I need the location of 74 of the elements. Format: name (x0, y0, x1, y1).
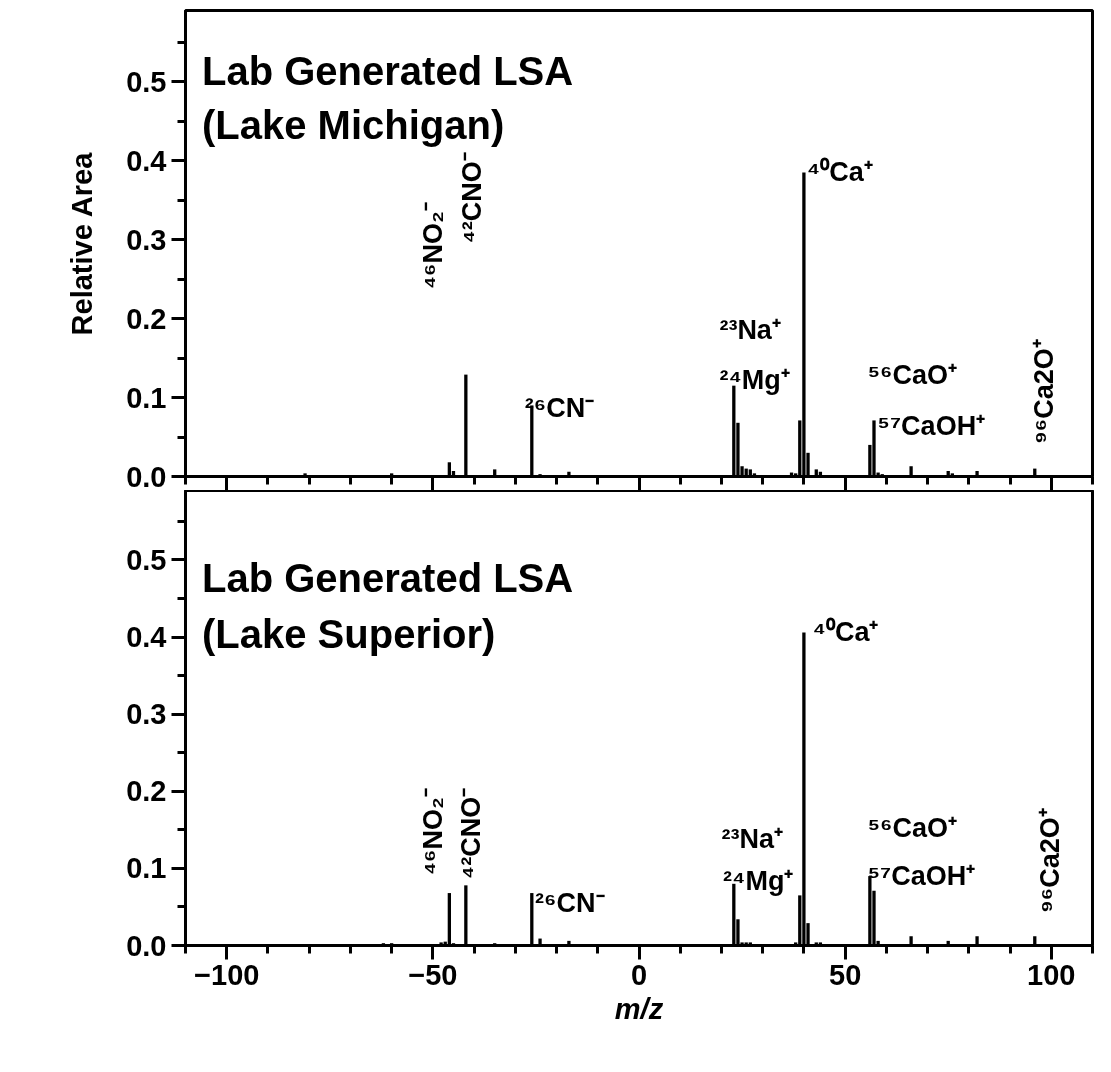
bar (530, 893, 534, 946)
annotation: ²³Na⁺ (719, 314, 781, 345)
bar (909, 466, 913, 477)
bar (909, 936, 913, 946)
bar (975, 470, 979, 477)
bar (752, 473, 757, 477)
annotation: ²⁴Mg⁺ (719, 365, 790, 396)
bar (789, 472, 794, 477)
bar (381, 943, 386, 946)
y-tick-label: 0.1 (126, 852, 167, 885)
x-tick-label: −100 (194, 958, 260, 991)
annotation: ⁴⁰Ca⁺ (806, 157, 873, 188)
bar (1033, 468, 1037, 477)
annotation: ⁵⁷CaOH⁺ (867, 861, 976, 892)
annotation: ⁵⁶CaO⁺ (867, 360, 958, 391)
bar (748, 469, 752, 477)
x-axis-title: m/z (614, 992, 664, 1025)
bar (744, 942, 748, 946)
y-axis-title: Relative Area (66, 151, 99, 336)
y-tick-label: 0.1 (126, 381, 167, 414)
annotation: ⁵⁶CaO⁺ (867, 812, 958, 843)
annotation: ²⁶CN⁻ (535, 888, 605, 919)
y-tick-label: 0.2 (126, 775, 167, 808)
bar (303, 473, 307, 477)
x-tick-label: −50 (408, 958, 458, 991)
bar (872, 420, 876, 477)
bar (814, 942, 818, 946)
bar (567, 940, 571, 946)
y-tick-label: 0.3 (126, 698, 167, 731)
bar (946, 470, 950, 477)
y-tick-label: 0.5 (126, 543, 167, 576)
y-tick-label: 0.0 (126, 460, 167, 493)
annotation: ⁵⁷CaOH⁺ (877, 410, 986, 441)
bar (464, 885, 468, 946)
y-tick-label: 0.3 (126, 223, 167, 256)
annotation: ²³Na⁺ (721, 824, 783, 855)
annotation: ²⁶CN⁻ (524, 392, 595, 423)
x-tick-label: 0 (630, 958, 648, 991)
x-tick-label: 100 (1027, 958, 1076, 991)
bar (447, 893, 451, 946)
bar (818, 942, 823, 946)
y-tick-label: 0.4 (126, 144, 167, 177)
bar (975, 936, 979, 946)
annotation: ²⁴Mg⁺ (723, 865, 794, 896)
bar (538, 938, 542, 946)
bar (748, 942, 752, 946)
bar (447, 462, 451, 477)
bar (538, 474, 542, 477)
annotation: ⁴⁰Ca⁺ (812, 617, 879, 648)
annotation: ⁴⁶NO₂⁻ (417, 202, 448, 290)
annotation: ⁴⁶NO₂⁻ (417, 788, 448, 876)
annotation: ⁹⁶Ca2O⁺ (1035, 808, 1066, 914)
bar (464, 374, 468, 477)
text: Lab Generated LSA (Lake Michigan) (201, 49, 574, 148)
bar (818, 471, 823, 477)
bar (493, 469, 497, 477)
bar (744, 468, 748, 477)
bar (493, 943, 497, 946)
annotation: ⁹⁶Ca2O⁺ (1029, 339, 1060, 445)
bar (946, 940, 950, 946)
bar (814, 469, 818, 477)
annotation: ⁴²CNO⁻ (455, 787, 486, 880)
bar (439, 942, 443, 946)
bar (950, 473, 954, 477)
y-tick-label: 0.0 (126, 929, 167, 962)
bar (567, 471, 571, 477)
bar (880, 474, 884, 477)
annotation: ⁴²CNO⁻ (457, 152, 488, 244)
y-tick-label: 0.5 (126, 65, 167, 98)
y-tick-label: 0.2 (126, 302, 167, 335)
bar (1033, 936, 1037, 946)
x-tick-label: 50 (829, 958, 862, 991)
y-tick-label: 0.4 (126, 621, 167, 654)
text: Lab Generated LSA (Lake Superior) (201, 556, 574, 656)
